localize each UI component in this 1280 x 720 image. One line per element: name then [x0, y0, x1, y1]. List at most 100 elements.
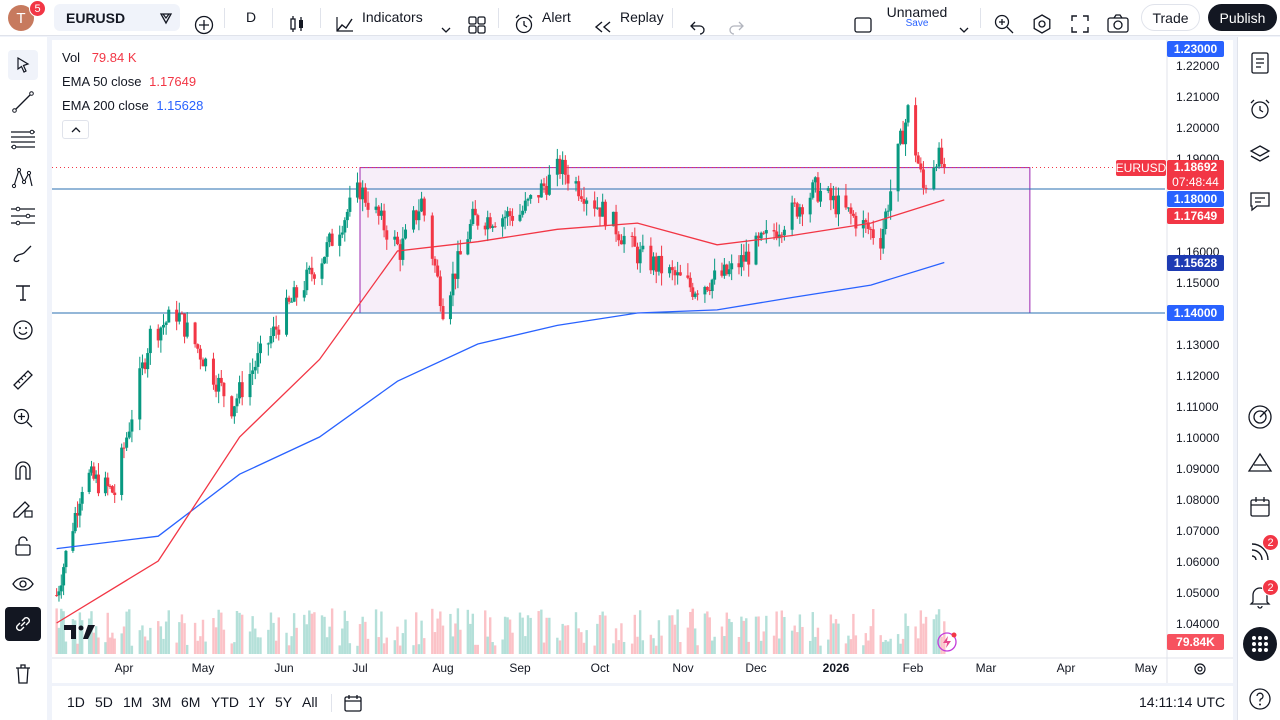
data-window-button[interactable]	[1244, 139, 1276, 171]
publish-button[interactable]: Publish	[1208, 4, 1277, 31]
indicators-chevron-icon[interactable]	[440, 13, 452, 47]
volume-bar	[484, 610, 487, 654]
chart-pane[interactable]: Vol 79.84 K EMA 50 close 1.17649 EMA 200…	[52, 40, 1233, 683]
volume-bar	[832, 623, 835, 654]
layout-chevron-icon[interactable]	[958, 13, 970, 47]
remove-drawings-tool[interactable]	[8, 659, 38, 689]
watchlist-button[interactable]	[1244, 47, 1276, 79]
chat-button[interactable]	[1244, 185, 1276, 217]
forecast-tool[interactable]	[8, 201, 38, 231]
zoom-tool[interactable]	[8, 403, 38, 433]
symbol-search[interactable]: EURUSD	[54, 4, 180, 31]
ema50-value: 1.17649	[149, 74, 197, 89]
link-tool[interactable]	[5, 607, 41, 641]
range-1d[interactable]: 1D	[67, 694, 85, 710]
emoji-tool[interactable]	[8, 315, 38, 345]
ideas-button[interactable]	[1244, 401, 1276, 433]
candle-body	[657, 255, 661, 272]
chart-frame-icon[interactable]	[853, 8, 873, 42]
pattern-tool[interactable]	[8, 163, 38, 193]
layout-name-button[interactable]: Unnamed Save	[880, 4, 954, 29]
volume-bar	[235, 610, 239, 654]
volume-bar	[130, 645, 134, 654]
alert-clock-icon[interactable]	[513, 7, 535, 41]
candle-body	[940, 147, 944, 164]
eye-icon	[12, 577, 34, 591]
range-3m[interactable]: 3M	[152, 694, 172, 710]
candle-body	[846, 207, 850, 209]
volume-bar	[754, 616, 758, 654]
time-axis-label: Nov	[672, 661, 694, 675]
settings-gear-icon[interactable]	[1031, 7, 1053, 41]
quick-search-icon[interactable]	[993, 7, 1015, 41]
fib-tool[interactable]	[8, 125, 38, 155]
volume-bar	[141, 625, 144, 654]
undo-icon[interactable]	[690, 10, 706, 44]
volume-bar	[526, 615, 530, 654]
calendar-button[interactable]	[1244, 491, 1276, 523]
add-symbol-icon[interactable]	[194, 8, 214, 42]
volume-bar	[343, 610, 346, 654]
lightning-icon[interactable]	[936, 631, 958, 653]
volume-bar	[542, 642, 546, 654]
price-chart[interactable]	[52, 40, 1233, 683]
brush-tool[interactable]	[8, 239, 38, 269]
candle-body	[80, 491, 84, 504]
volume-bar	[676, 609, 679, 654]
screener-button[interactable]	[1244, 447, 1276, 479]
utc-clock[interactable]: 14:11:14 UTC	[1139, 694, 1226, 710]
collapse-legend-button[interactable]	[62, 120, 89, 139]
indicators-icon[interactable]	[335, 7, 355, 41]
apps-button[interactable]	[1243, 627, 1277, 661]
candle-body	[493, 226, 497, 228]
volume-bar	[94, 626, 98, 654]
range-all[interactable]: All	[302, 694, 318, 710]
lock-tool[interactable]	[8, 531, 38, 561]
volume-bar	[901, 638, 905, 654]
redo-icon[interactable]	[728, 10, 744, 44]
range-5d[interactable]: 5D	[95, 694, 113, 710]
volume-bar	[703, 613, 707, 654]
range-5y[interactable]: 5Y	[275, 694, 293, 710]
alert-button[interactable]: Alert	[542, 0, 571, 34]
compare-icon[interactable]	[158, 10, 174, 26]
candle-body	[641, 245, 645, 250]
layouts-icon[interactable]	[467, 8, 487, 42]
measure-tool[interactable]	[8, 365, 38, 395]
goto-date-icon[interactable]	[343, 693, 363, 713]
text-tool[interactable]	[8, 277, 38, 307]
volume-legend[interactable]: Vol 79.84 K	[62, 50, 137, 65]
cursor-tool[interactable]	[8, 50, 38, 80]
fullscreen-icon[interactable]	[1069, 7, 1091, 41]
trade-button[interactable]: Trade	[1141, 4, 1200, 31]
tradingview-logo[interactable]	[64, 624, 96, 645]
alerts-button[interactable]	[1244, 93, 1276, 125]
camera-snapshot-icon[interactable]	[1106, 7, 1130, 41]
range-1m[interactable]: 1M	[123, 694, 143, 710]
range-1y[interactable]: 1Y	[248, 694, 266, 710]
signals-button[interactable]	[1244, 536, 1276, 568]
volume-bar	[829, 614, 833, 654]
level-high-label: 1.18000	[1167, 191, 1224, 207]
range-6m[interactable]: 6M	[181, 694, 201, 710]
candle-body	[476, 215, 480, 226]
help-button[interactable]	[1244, 683, 1276, 715]
replay-button[interactable]: Replay	[620, 0, 664, 34]
range-ytd[interactable]: YTD	[211, 694, 239, 710]
replay-icon[interactable]	[594, 10, 612, 44]
keep-drawing-tool[interactable]	[8, 493, 38, 523]
volume-bar	[834, 619, 838, 654]
volume-bar	[305, 624, 308, 654]
ema50-legend[interactable]: EMA 50 close 1.17649	[62, 74, 196, 89]
ema200-legend[interactable]: EMA 200 close 1.15628	[62, 98, 203, 113]
axis-settings-icon[interactable]	[1193, 662, 1207, 676]
candle-body	[884, 211, 888, 229]
volume-bar	[819, 645, 822, 654]
interval-button[interactable]: D	[246, 0, 256, 34]
indicators-button[interactable]: Indicators	[362, 0, 423, 34]
hide-tool[interactable]	[8, 569, 38, 599]
magnet-tool[interactable]	[8, 455, 38, 485]
trend-line-tool[interactable]	[8, 87, 38, 117]
candles-icon[interactable]	[287, 7, 307, 41]
volume-bar	[220, 612, 223, 654]
